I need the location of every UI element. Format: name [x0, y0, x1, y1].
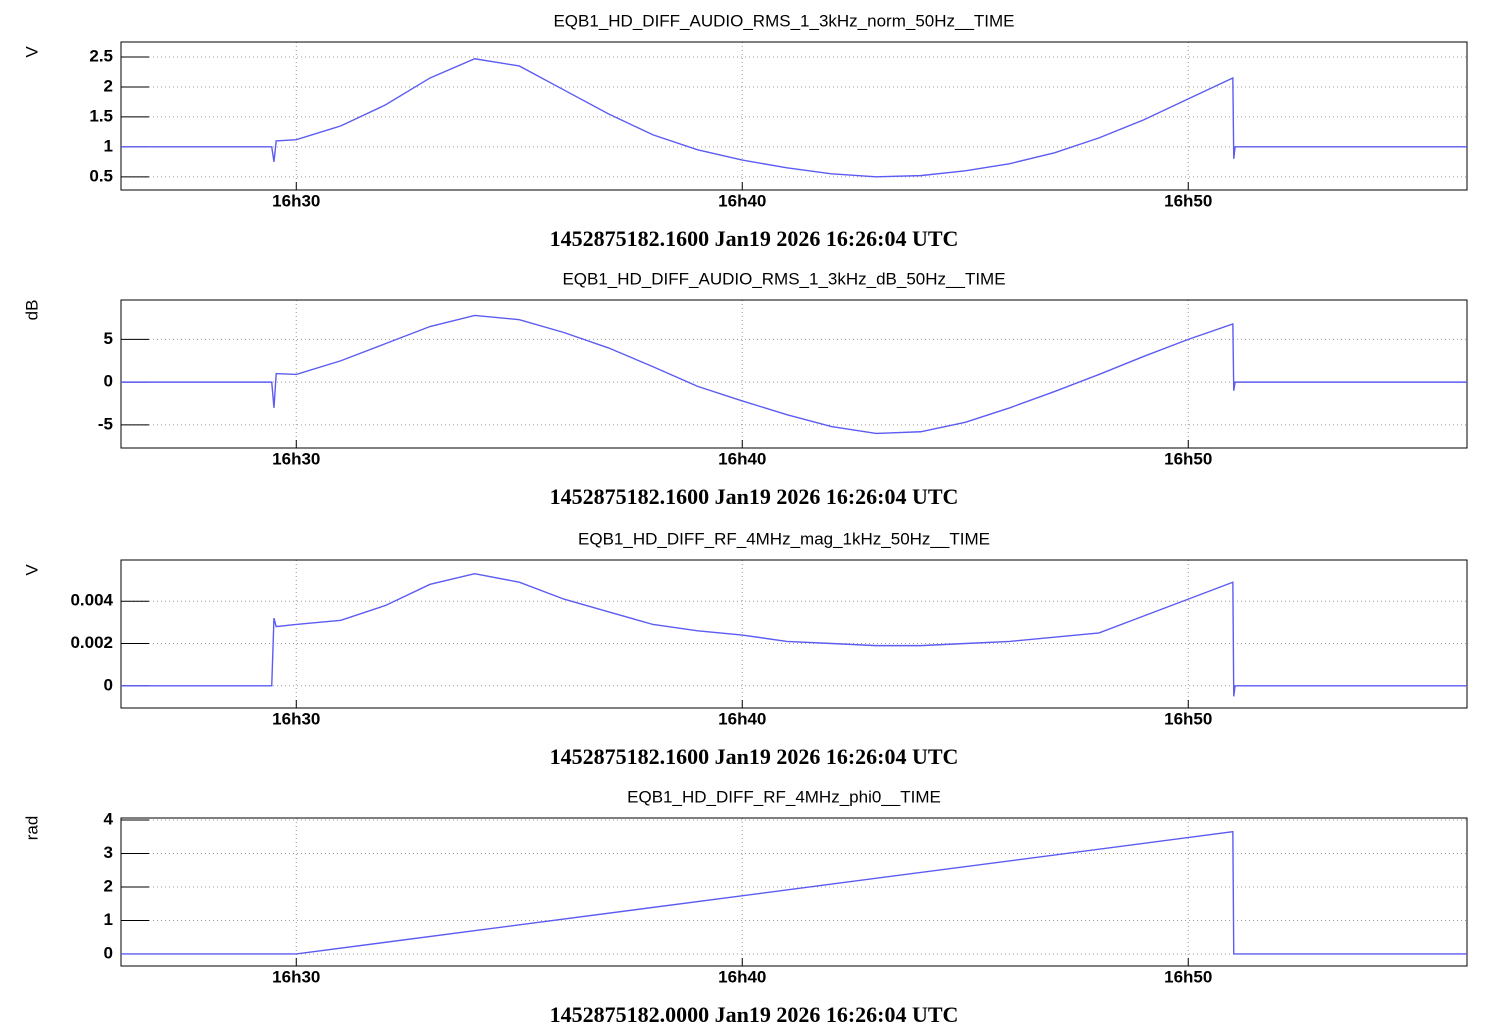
x-tick-label: 16h40: [718, 967, 766, 986]
x-tick-label: 16h30: [272, 709, 320, 728]
x-tick-label: 16h50: [1164, 967, 1212, 986]
x-tick-label: 16h50: [1164, 449, 1212, 468]
y-axis-label: dB: [22, 300, 41, 321]
y-tick-label: 0: [104, 943, 113, 962]
chart-title: EQB1_HD_DIFF_AUDIO_RMS_1_3kHz_dB_50Hz__T…: [562, 269, 1005, 288]
y-tick-label: 5: [104, 329, 113, 348]
y-tick-label: 0: [104, 675, 113, 694]
plot-frame: [120, 817, 1468, 967]
time-label: 1452875182.0000 Jan19 2026 16:26:04 UTC: [550, 1002, 959, 1027]
x-tick-label: 16h30: [272, 191, 320, 210]
chart-title: EQB1_HD_DIFF_RF_4MHz_phi0__TIME: [627, 787, 941, 806]
y-tick-label: 4: [104, 809, 114, 828]
x-tick-label: 16h40: [718, 449, 766, 468]
plot-frame: [120, 559, 1468, 709]
chart-title: EQB1_HD_DIFF_AUDIO_RMS_1_3kHz_norm_50Hz_…: [553, 11, 1014, 30]
y-tick-label: 1.5: [89, 106, 113, 125]
x-tick-label: 16h50: [1164, 709, 1212, 728]
x-tick-label: 16h30: [272, 449, 320, 468]
time-label: 1452875182.1600 Jan19 2026 16:26:04 UTC: [550, 226, 959, 251]
x-tick-label: 16h50: [1164, 191, 1212, 210]
y-tick-label: -5: [98, 414, 113, 433]
y-tick-label: 2.5: [89, 46, 113, 65]
data-line: [121, 830, 1467, 955]
y-axis-label: V: [22, 564, 41, 576]
y-axis-label: rad: [22, 816, 41, 841]
y-tick-label: 1: [104, 136, 113, 155]
y-tick-label: 2: [104, 876, 113, 895]
time-label: 1452875182.1600 Jan19 2026 16:26:04 UTC: [550, 744, 959, 769]
y-tick-label: 0: [104, 372, 113, 391]
y-tick-label: 0.002: [70, 633, 113, 652]
y-tick-label: 1: [104, 910, 113, 929]
data-line: [121, 314, 1467, 435]
y-axis-label: V: [22, 46, 41, 58]
plot-frame: [120, 299, 1468, 449]
y-tick-label: 0.004: [70, 591, 113, 610]
chart-title: EQB1_HD_DIFF_RF_4MHz_mag_1kHz_50Hz__TIME: [578, 529, 990, 548]
y-tick-label: 2: [104, 76, 113, 95]
time-label: 1452875182.1600 Jan19 2026 16:26:04 UTC: [550, 484, 959, 509]
data-line: [121, 573, 1467, 697]
y-tick-label: 0.5: [89, 166, 113, 185]
y-tick-label: 3: [104, 843, 113, 862]
x-tick-label: 16h40: [718, 191, 766, 210]
plot-frame: [120, 41, 1468, 191]
data-line: [121, 58, 1467, 178]
x-tick-label: 16h40: [718, 709, 766, 728]
x-tick-label: 16h30: [272, 967, 320, 986]
